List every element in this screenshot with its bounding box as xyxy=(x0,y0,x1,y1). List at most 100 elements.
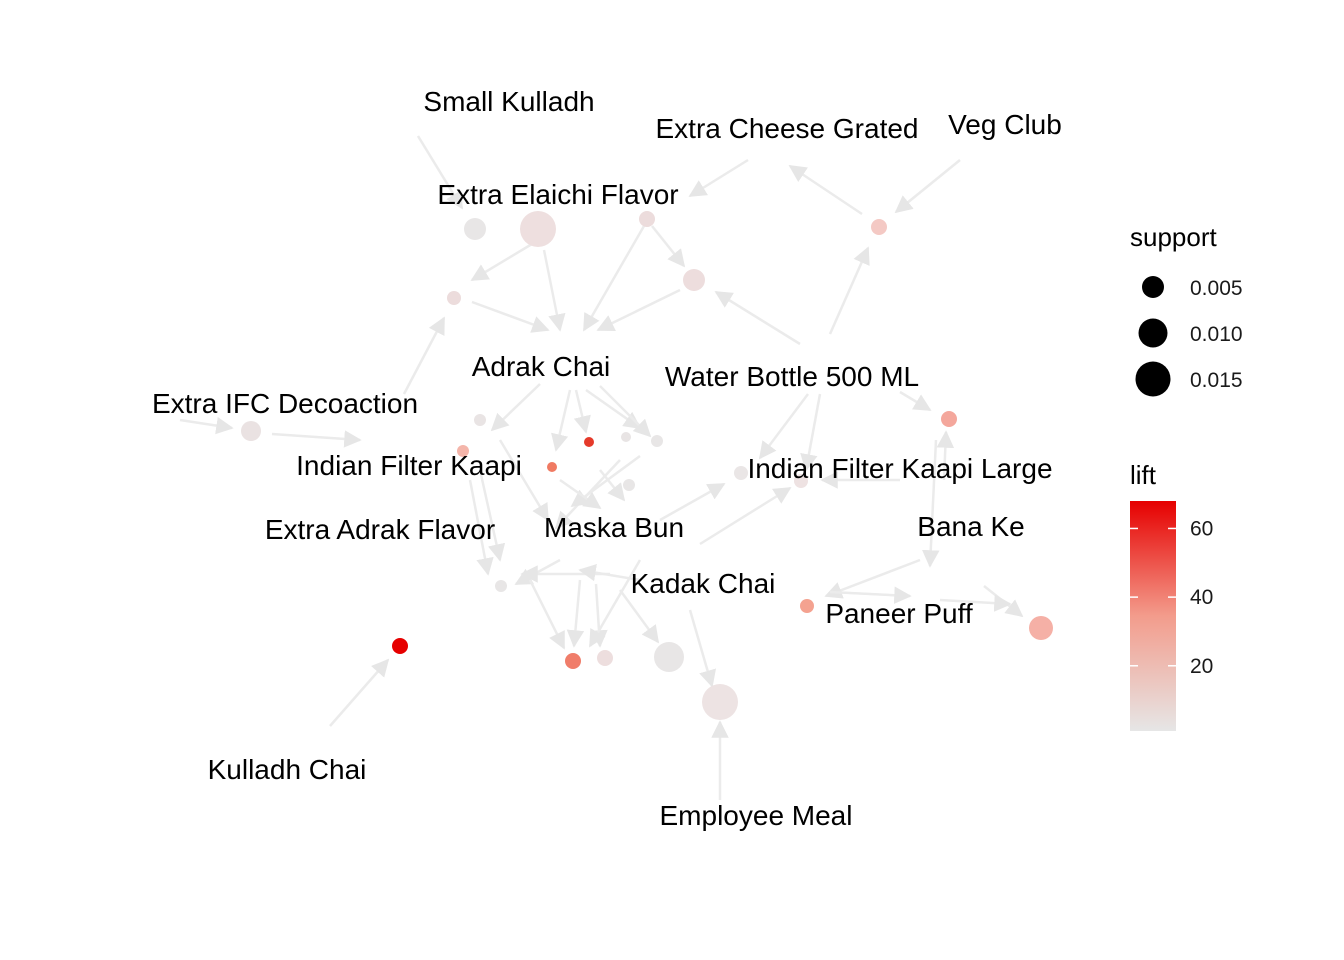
support-legend-swatch xyxy=(1142,276,1164,298)
graph-edge xyxy=(983,585,1024,618)
itemset-node xyxy=(520,211,556,247)
itemset-node xyxy=(474,414,486,426)
graph-edge xyxy=(498,439,550,522)
graph-edge xyxy=(939,594,1012,612)
itemset-node xyxy=(495,580,507,592)
node-label-employee-meal: Employee Meal xyxy=(660,800,853,831)
lift-colorbar-tick-label: 40 xyxy=(1190,586,1213,609)
support-legend-value: 0.005 xyxy=(1190,277,1243,300)
graph-edge xyxy=(514,558,561,586)
graph-edge xyxy=(329,658,390,727)
itemset-node xyxy=(565,653,581,669)
itemset-node xyxy=(457,445,469,457)
graph-edge xyxy=(788,164,863,216)
graph-edge xyxy=(271,430,362,448)
itemset-node xyxy=(734,466,748,480)
graph-edge xyxy=(894,159,961,214)
itemset-node xyxy=(623,479,635,491)
itemset-node xyxy=(447,291,461,305)
graph-edge xyxy=(179,416,234,435)
graph-edge xyxy=(402,316,446,395)
lift-colorbar xyxy=(1130,501,1176,731)
label-layer: Small Kulladh Extra Cheese Grated Veg Cl… xyxy=(152,86,1062,831)
support-legend-value: 0.010 xyxy=(1190,323,1243,346)
support-legend: support 0.005 0.010 0.015 xyxy=(1130,222,1243,397)
edge-layer xyxy=(179,135,1024,800)
node-label-kulladh-chai: Kulladh Chai xyxy=(208,754,367,785)
itemset-node xyxy=(392,638,408,654)
lift-legend-title: lift xyxy=(1130,460,1157,490)
graph-edge xyxy=(470,242,533,282)
itemset-node xyxy=(621,432,631,442)
itemset-node xyxy=(464,218,486,240)
itemset-node xyxy=(584,437,594,447)
graph-edge xyxy=(829,586,912,604)
graph-edge xyxy=(542,249,566,332)
node-label-indian-filter-kaapi: Indian Filter Kaapi xyxy=(296,450,522,481)
support-legend-swatch xyxy=(1135,361,1171,397)
support-legend-swatch xyxy=(1138,318,1168,348)
node-label-extra-cheese-grated: Extra Cheese Grated xyxy=(655,113,918,144)
graph-edge xyxy=(651,225,686,268)
graph-edge xyxy=(688,609,717,688)
graph-edge xyxy=(599,469,626,502)
node-label-extra-ifc-decoaction: Extra IFC Decoaction xyxy=(152,388,418,419)
lift-legend: lift 20 40 60 xyxy=(1130,460,1213,731)
itemset-node xyxy=(941,411,957,427)
graph-edge xyxy=(758,393,809,460)
graph-edge xyxy=(828,246,870,335)
graph-edge xyxy=(582,225,646,332)
graph-edge xyxy=(659,482,726,522)
node-label-bana-ke: Bana Ke xyxy=(917,511,1024,542)
graph-edge xyxy=(573,389,591,434)
graph-edge xyxy=(490,383,541,432)
itemset-node xyxy=(800,599,814,613)
graph-edge xyxy=(551,389,572,452)
node-layer xyxy=(241,211,1053,720)
graph-edge xyxy=(478,469,506,562)
graph-edge xyxy=(468,479,494,576)
graph-edge xyxy=(922,439,940,568)
node-label-adrak-chai: Adrak Chai xyxy=(472,351,611,382)
itemset-node xyxy=(702,684,738,720)
graph-edge xyxy=(824,558,921,599)
itemset-node xyxy=(871,219,887,235)
itemset-node xyxy=(794,474,808,488)
itemset-node xyxy=(651,435,663,447)
itemset-node xyxy=(683,269,705,291)
graph-edge xyxy=(566,579,585,648)
graph-edge xyxy=(471,300,550,333)
itemset-node xyxy=(597,650,613,666)
graph-edge xyxy=(416,135,464,210)
itemset-node xyxy=(241,421,261,441)
support-legend-value: 0.015 xyxy=(1190,369,1243,392)
node-label-paneer-puff: Paneer Puff xyxy=(825,598,973,629)
node-label-extra-elaichi-flavor: Extra Elaichi Flavor xyxy=(437,179,678,210)
graph-edge xyxy=(936,430,955,481)
graph-edge xyxy=(714,290,801,346)
graph-edge xyxy=(688,158,749,198)
itemset-node xyxy=(1029,616,1053,640)
graph-edge xyxy=(800,393,822,472)
lift-colorbar-tick-label: 60 xyxy=(1190,517,1213,540)
graph-edge xyxy=(596,288,681,332)
node-label-extra-adrak-flavor: Extra Adrak Flavor xyxy=(265,514,495,545)
node-label-veg-club: Veg Club xyxy=(948,109,1062,140)
graph-edge xyxy=(585,388,642,430)
node-label-indian-filter-kaapi-large: Indian Filter Kaapi Large xyxy=(747,453,1052,484)
node-label-water-bottle: Water Bottle 500 ML xyxy=(665,361,919,392)
itemset-node xyxy=(654,642,684,672)
lift-colorbar-tick-label: 20 xyxy=(1190,655,1213,678)
node-label-maska-bun: Maska Bun xyxy=(544,512,684,543)
itemset-node xyxy=(639,211,655,227)
node-label-small-kulladh: Small Kulladh xyxy=(423,86,594,117)
graph-edge xyxy=(528,579,566,650)
graph-edge xyxy=(899,390,932,412)
itemset-node xyxy=(547,462,557,472)
graph-edge xyxy=(699,486,792,546)
node-label-kadak-chai: Kadak Chai xyxy=(631,568,776,599)
support-legend-title: support xyxy=(1130,222,1217,252)
graph-edge xyxy=(588,559,642,648)
graph-edge xyxy=(599,385,652,438)
